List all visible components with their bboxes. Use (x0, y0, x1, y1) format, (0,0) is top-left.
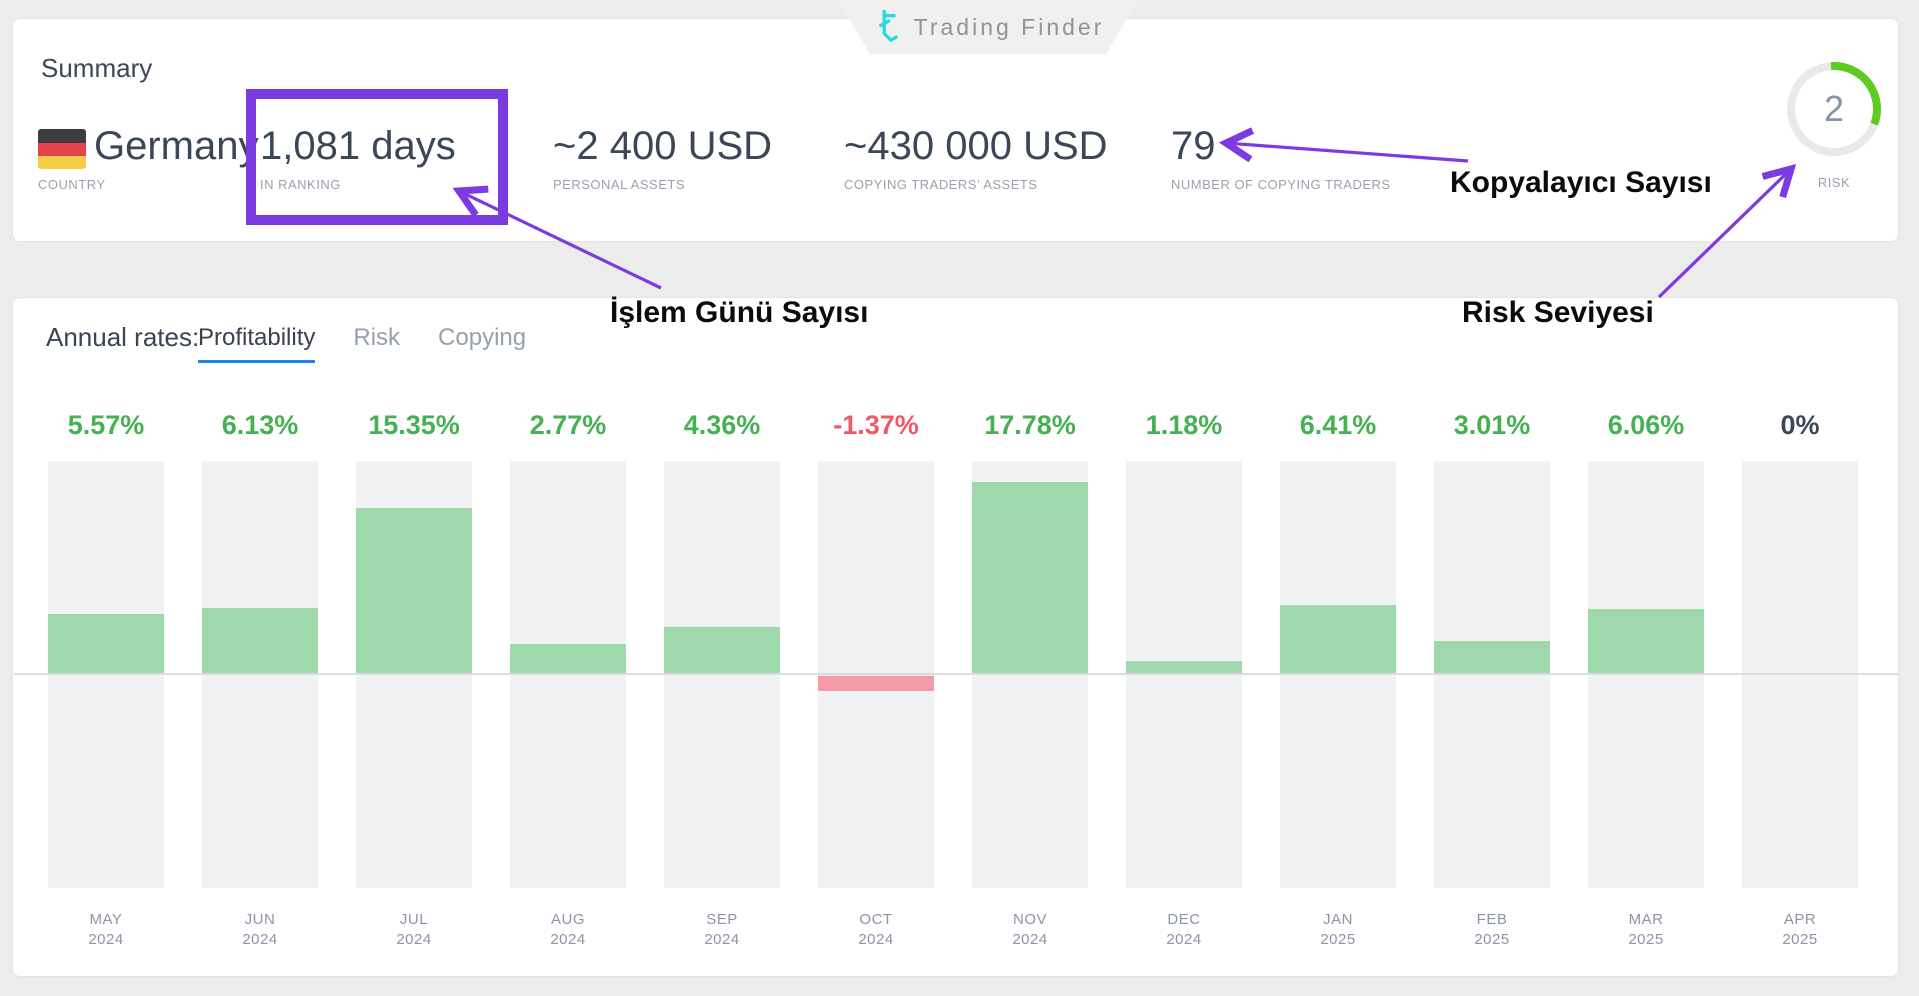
month-label: NOV 2024 (1012, 911, 1048, 948)
bar (1280, 605, 1396, 674)
bar-value-label: 2.77% (529, 410, 607, 440)
copiers-count-value: 79 (1171, 124, 1216, 168)
bar-value-label: -1.37% (833, 410, 919, 440)
country-value: Germany (94, 124, 259, 168)
bar (664, 627, 780, 674)
month-label: JAN 2025 (1320, 911, 1356, 948)
month-label: APR 2025 (1782, 911, 1818, 948)
month-label: JUL 2024 (396, 911, 432, 948)
risk-gauge-ring-icon (1787, 62, 1881, 156)
bar (202, 608, 318, 674)
trading-finder-plaque: Trading Finder (838, 0, 1138, 54)
bar-value-label: 1.18% (1145, 410, 1223, 440)
summary-title: Summary (41, 53, 153, 83)
bar-value-label: 4.36% (683, 410, 761, 440)
month-label: JUN 2024 (242, 911, 278, 948)
copying-assets-value: ~430 000 USD (844, 124, 1108, 168)
monthly-profitability-chart: 5.57% MAY 2024 6.13% JUN 2024 15.35% JUL 2024 2.7… (13, 298, 1900, 978)
bar-value-label: 6.06% (1607, 410, 1685, 440)
bar-value-label: 0% (1780, 410, 1820, 440)
bar-value-label: 5.57% (67, 410, 145, 440)
bar (1434, 641, 1550, 674)
summary-card: Summary Germany COUNTRY 1,081 days IN RA… (12, 18, 1899, 242)
tab-risk[interactable]: Risk (353, 324, 401, 351)
in-ranking-highlight-box (246, 89, 508, 225)
month-label: FEB 2025 (1474, 911, 1510, 948)
copying-assets-label: COPYING TRADERS’ ASSETS (844, 177, 1038, 192)
trading-finder-logo-text: Trading Finder (913, 13, 1105, 40)
month-label: MAR 2025 (1628, 911, 1664, 948)
bar-value-label: 17.78% (984, 410, 1076, 440)
annual-rates-card: Annual rates: Profitability Risk Copying… (12, 297, 1899, 977)
month-label: AUG 2024 (550, 911, 586, 948)
trading-finder-logo-icon (872, 7, 904, 47)
germany-flag-icon (38, 129, 86, 169)
in-ranking-label: IN RANKING (260, 177, 341, 192)
bar (510, 644, 626, 674)
bar (1126, 661, 1242, 674)
bar (356, 508, 472, 674)
bar-value-label: 6.41% (1299, 410, 1377, 440)
annotation-risk: Risk Seviyesi (1462, 296, 1654, 329)
bar-value-label: 15.35% (368, 410, 460, 440)
bar (48, 614, 164, 674)
personal-assets-value: ~2 400 USD (553, 124, 773, 168)
country-label: COUNTRY (38, 177, 106, 192)
bar (972, 482, 1088, 674)
annual-rates-label: Annual rates: (46, 322, 200, 352)
annotation-copiers: Kopyalayıcı Sayısı (1450, 166, 1712, 199)
annual-rates-tabs: Profitability Risk Copying (198, 324, 526, 363)
bar-value-label: 3.01% (1453, 410, 1531, 440)
risk-gauge: 2 (1784, 59, 1884, 159)
bar (818, 676, 934, 691)
month-label: MAY 2024 (88, 911, 124, 948)
chart-zero-line (14, 673, 1899, 675)
annotation-in-ranking: İşlem Günü Sayısı (610, 296, 869, 329)
personal-assets-label: PERSONAL ASSETS (553, 177, 686, 192)
bar (1588, 609, 1704, 674)
month-label: OCT 2024 (858, 911, 894, 948)
month-label: SEP 2024 (704, 911, 740, 948)
tab-copying[interactable]: Copying (438, 324, 527, 351)
in-ranking-value: 1,081 days (260, 124, 456, 168)
bar-value-label: 6.13% (221, 410, 299, 440)
month-label: DEC 2024 (1166, 911, 1202, 948)
risk-label: RISK (1817, 175, 1851, 190)
copiers-count-label: NUMBER OF COPYING TRADERS (1171, 177, 1391, 192)
risk-value: 2 (1823, 88, 1845, 129)
tab-profitability[interactable]: Profitability (198, 324, 316, 363)
